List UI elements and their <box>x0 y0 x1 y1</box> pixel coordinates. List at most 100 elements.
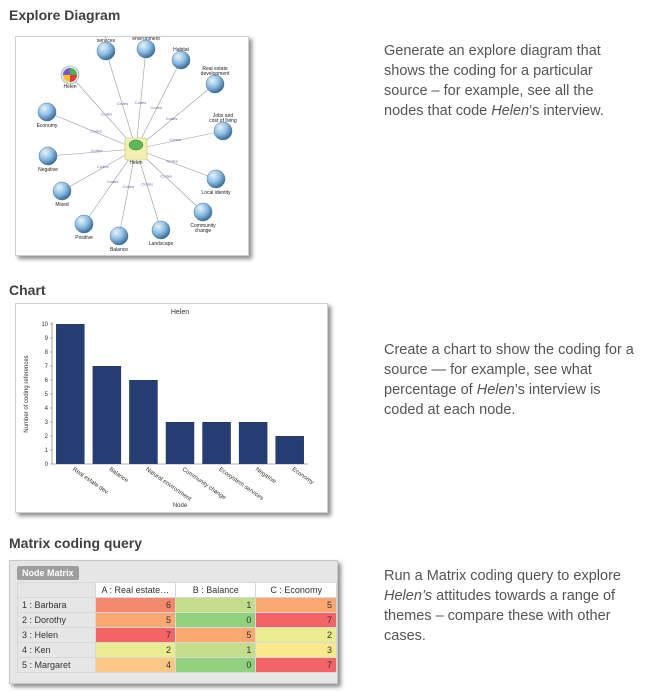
matrix-row-header[interactable]: 1 : Barbara <box>17 597 96 613</box>
matrix-row-header[interactable]: 3 : Helen <box>17 627 96 643</box>
matrix-cell[interactable]: 0 <box>175 612 257 628</box>
x-tick-label: Balance <box>108 467 130 485</box>
x-tick-label: Negative <box>254 467 277 486</box>
diagram-edge <box>135 48 147 150</box>
y-tick-label: 9 <box>45 336 49 342</box>
y-tick-label: 2 <box>45 434 49 440</box>
center-node-icon <box>128 139 144 151</box>
matrix-row: 1 : Barbara 6 1 5 <box>17 597 337 613</box>
edge-label: Codes <box>166 159 178 164</box>
node-sphere-icon <box>109 226 129 246</box>
matrix-row: 5 : Margaret 4 0 7 <box>17 657 337 673</box>
center-node-label: Helen <box>129 160 142 166</box>
diagram-edge <box>135 130 224 150</box>
y-tick-label: 5 <box>45 392 49 398</box>
x-tick-label: Real estate dev. <box>71 467 110 497</box>
edge-label: Codes <box>123 184 135 189</box>
edge-label: Codes <box>141 181 153 186</box>
node-label: Helen <box>63 84 76 90</box>
x-axis-label: Node <box>173 503 188 509</box>
matrix-cell[interactable]: 0 <box>175 657 257 673</box>
diagram-edge <box>135 83 216 150</box>
node-label: Balance <box>110 247 128 253</box>
matrix-row: 2 : Dorothy 5 0 7 <box>17 612 337 628</box>
node-sphere-icon <box>52 181 72 201</box>
explore-description: Generate an explore diagram that shows t… <box>384 43 604 119</box>
node-matrix-panel[interactable]: Node Matrix A : Real estate… B : Balance C… <box>9 560 338 684</box>
edge-label: Codes <box>135 100 147 105</box>
node-label: Positive <box>75 235 93 241</box>
y-tick-label: 0 <box>45 462 49 468</box>
bar <box>238 422 268 464</box>
bar <box>275 436 304 464</box>
chart-section-title: Chart <box>9 282 46 298</box>
matrix-row-header[interactable]: 4 : Ken <box>17 642 96 658</box>
chart-panel[interactable]: Helen 0 1 2 3 4 5 6 7 8 9 10 Real estate dev. Balance… <box>15 303 328 513</box>
node-label: Jobs and cost of living <box>209 113 237 124</box>
y-tick-label: 8 <box>45 350 49 356</box>
matrix-row-header[interactable]: 2 : Dorothy <box>17 612 96 628</box>
bar <box>129 380 158 464</box>
matrix-section-title: Matrix coding query <box>9 535 143 551</box>
node-sphere-icon <box>74 214 94 234</box>
x-tick-label: Economy <box>291 467 315 486</box>
node-sphere-icon <box>206 169 226 189</box>
node-label: Community change <box>190 223 216 234</box>
matrix-cell[interactable]: 1 <box>175 597 257 613</box>
node-sphere-icon <box>38 146 58 166</box>
edge-label: Codes <box>166 116 178 121</box>
explore-diagram: Codes Codes Codes Codes Codes Codes Codes Codes… <box>37 31 237 253</box>
matrix-cell[interactable]: 5 <box>94 612 177 628</box>
node-label: Landscape <box>149 241 174 247</box>
edge-label: Codes <box>117 101 129 106</box>
matrix-cell[interactable]: 6 <box>94 597 177 613</box>
node-label: Local identity <box>201 190 231 196</box>
matrix-column-header[interactable]: C : Economy <box>255 582 337 598</box>
matrix-cell[interactable]: 7 <box>94 627 177 643</box>
matrix-corner <box>17 582 96 598</box>
diagram-edge <box>118 148 137 237</box>
y-tick-label: 1 <box>45 448 49 454</box>
node-sphere-icon <box>151 220 171 240</box>
node-matrix-tab[interactable]: Node Matrix <box>17 566 79 580</box>
matrix-cell[interactable]: 7 <box>255 657 337 673</box>
matrix-cell[interactable]: 5 <box>175 627 257 643</box>
matrix-cell[interactable]: 2 <box>94 642 177 658</box>
y-axis-label: Number of coding references <box>24 355 30 432</box>
node-label: Habitat <box>173 47 189 53</box>
bar <box>202 422 231 464</box>
edge-label: Codes <box>91 148 103 153</box>
chart-description: Create a chart to show the coding for a … <box>384 342 634 418</box>
node-sphere-icon <box>171 50 191 70</box>
diagram-edge <box>105 50 137 150</box>
diagram-edge <box>135 59 182 150</box>
bar <box>92 366 122 464</box>
explore-diagram-title: Explore Diagram <box>9 7 121 23</box>
edge-label: Codes <box>107 179 119 184</box>
matrix-cell[interactable]: 1 <box>175 642 257 658</box>
matrix-cell[interactable]: 7 <box>255 612 337 628</box>
matrix-row-header[interactable]: 5 : Margaret <box>17 657 96 673</box>
matrix-cell[interactable]: 5 <box>255 597 337 613</box>
matrix-cell[interactable]: 2 <box>255 627 337 643</box>
chart-title: Helen <box>171 309 189 316</box>
diagram-edge <box>47 148 137 157</box>
matrix-grid: A : Real estate… B : Balance C : Economy 1 … <box>17 582 337 673</box>
matrix-cell[interactable]: 4 <box>94 657 177 673</box>
diagram-edge <box>135 148 162 231</box>
matrix-column-header[interactable]: A : Real estate… <box>94 582 177 598</box>
node-sphere-icon <box>193 202 213 222</box>
bar <box>165 422 195 464</box>
y-tick-label: 4 <box>45 406 49 412</box>
matrix-cell[interactable]: 3 <box>255 642 337 658</box>
explore-diagram-panel[interactable]: Codes Codes Codes Codes Codes Codes Codes Codes… <box>15 31 249 256</box>
edge-label: Codes <box>101 112 113 117</box>
node-label: Mixed <box>55 202 69 208</box>
bar-chart: Helen 0 1 2 3 4 5 6 7 8 9 10 Real estate dev.Balance… <box>24 309 315 509</box>
edge-label: Codes <box>97 164 109 169</box>
node-label: Real estate development <box>201 66 230 77</box>
matrix-column-header[interactable]: B : Balance <box>175 582 257 598</box>
matrix-row: 4 : Ken 2 1 3 <box>17 642 337 658</box>
